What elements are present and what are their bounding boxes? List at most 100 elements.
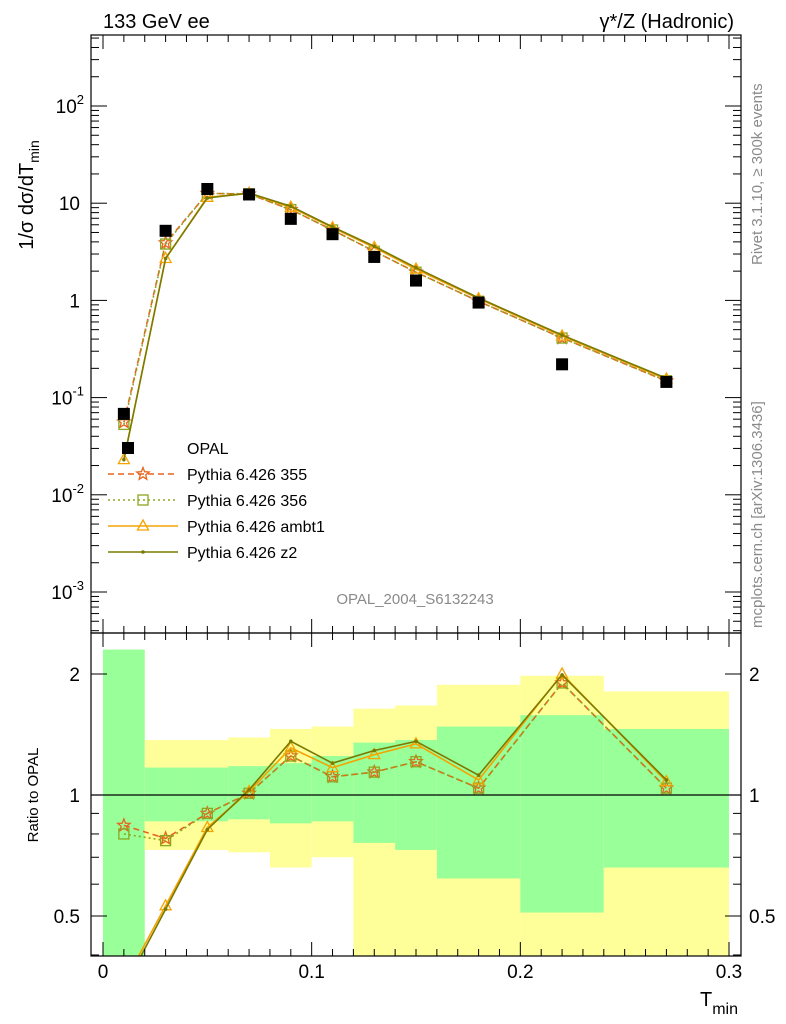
y-tick-label: 102: [56, 92, 84, 118]
series-1-ratio-point: [472, 782, 485, 794]
opal-data-point: [159, 224, 172, 237]
series-3-point: [560, 333, 564, 337]
legend-opal-label: OPAL: [187, 441, 229, 458]
series-3-point: [122, 457, 126, 462]
series-2-ratio-point: [472, 772, 486, 785]
x-tick-label: 0.2: [507, 962, 533, 983]
ratio-band-inner: [436, 726, 521, 879]
ratio-y-tick-label: 2: [69, 665, 80, 686]
y-axis-title: 1/σ dσ/dTmin: [16, 140, 42, 250]
series-3-ratio-point: [163, 907, 168, 911]
rivet-label: Rivet 3.1.10, ≥ 300k events: [749, 83, 766, 265]
series-2-ratio-point: [325, 760, 340, 773]
series-2-ratio-line: [137, 672, 667, 956]
x-axis-title-sub: min: [712, 1001, 738, 1018]
legend-label-3: Pythia 6.426 z2: [187, 545, 297, 562]
series-3-ratio-point: [330, 761, 335, 765]
y-tick-exp: -3: [72, 578, 84, 593]
y-tick-base: 10: [51, 486, 72, 507]
series-1-ratio-point: [410, 756, 422, 768]
legend-marker-2: [136, 518, 150, 531]
series-3-ratio-point: [205, 827, 210, 832]
y-tick-label: 1: [69, 291, 80, 312]
y-tick-label: 10: [59, 194, 80, 215]
ratio-band-inner: [520, 715, 604, 913]
legend-label-1: Pythia 6.426 356: [187, 493, 307, 510]
series-2-point: [200, 189, 214, 202]
legend-opal-marker: [122, 442, 134, 454]
opal-data-point: [117, 407, 130, 420]
x-tick-label: 0: [98, 962, 109, 983]
legend-label-2: Pythia 6.426 ambt1: [187, 519, 325, 536]
x-axis-title: Tmin: [700, 989, 738, 1018]
mcplots-label: mcplots.cern.ch [arXiv:1306.3436]: [749, 401, 766, 628]
opal-data-point: [410, 274, 422, 287]
series-2-point: [409, 261, 423, 274]
series-1-line: [123, 192, 667, 425]
series-2-point: [117, 452, 131, 465]
y-tick-label: 10-2: [51, 481, 84, 507]
opal-data-point: [368, 250, 381, 263]
opal-data-point: [201, 182, 214, 195]
series-3-ratio-point: [247, 788, 251, 792]
title-left: 133 GeV ee: [103, 11, 210, 33]
main-frame: [90, 34, 742, 634]
series-3-ratio-point: [664, 778, 669, 782]
opal-data-point: [326, 228, 339, 241]
series-2-ratio-point: [284, 740, 298, 753]
series-1-ratio-line: [123, 681, 667, 842]
legend-marker-3: [141, 550, 145, 554]
legend-marker-1: [137, 494, 149, 506]
series-2-line: [123, 192, 667, 460]
series-1-point: [159, 238, 172, 250]
series-3-ratio-point: [372, 748, 377, 753]
series-3-point: [163, 256, 168, 261]
series-2-point: [159, 251, 173, 264]
opal-data-point: [556, 358, 569, 371]
ratio-y-tick-label: 1: [69, 786, 80, 807]
x-tick-label: 0.1: [298, 962, 324, 983]
ratio-series: [115, 666, 675, 956]
y-tick-label: 10-3: [51, 578, 84, 604]
series-3-ratio-point: [289, 739, 293, 744]
ratio-band-inner: [228, 766, 270, 820]
series-1-ratio-point: [660, 782, 673, 794]
series-3-line: [123, 192, 667, 460]
y-axis-title-sub: min: [26, 140, 42, 163]
series-2-ratio-point: [367, 747, 381, 760]
series-1-ratio-point: [368, 766, 380, 778]
series-1-ratio-point: [201, 807, 213, 820]
y-tick-label: 10-1: [51, 384, 84, 410]
ratio-y-axis-title: Ratio to OPAL: [25, 748, 42, 843]
legend: OPAL Pythia 6.426 355 Pythia 6.426 356 Pyth…: [108, 441, 325, 562]
y-tick-exp: 2: [77, 92, 84, 107]
ratio-y-tick-label-right: 1: [749, 786, 760, 807]
ratio-band-inner: [269, 763, 312, 824]
ratio-bands: [103, 649, 729, 956]
opal-data-point: [243, 188, 256, 201]
ratio-y-tick-label: 0.5: [54, 907, 80, 928]
opal-data-point: [284, 212, 297, 225]
ratio-band-inner: [103, 649, 145, 956]
x-tick-label: 0.3: [716, 962, 742, 983]
ratio-band-inner: [353, 742, 396, 843]
series-3-point: [289, 204, 293, 209]
series-3-point: [330, 225, 335, 229]
opal-data-point: [472, 296, 485, 309]
legend-label-0: Pythia 6.426 355: [187, 467, 307, 484]
y-tick-base: 10: [51, 583, 72, 604]
series-2-ratio-point: [659, 774, 673, 787]
series-3-ratio-point: [476, 773, 481, 778]
y-tick-exp: -2: [72, 481, 84, 496]
y-tick-base: 10: [51, 389, 72, 410]
series-3-point: [205, 196, 210, 200]
series-2-point: [555, 328, 569, 341]
y-tick-exp: -1: [72, 384, 84, 399]
series-3-ratio-point: [414, 739, 418, 744]
series-3-ratio-point: [560, 673, 564, 677]
ratio-y-tick-label-right: 2: [749, 665, 760, 686]
series-0-line: [123, 192, 667, 423]
y-axis-title-main: 1/σ dσ/dT: [16, 163, 38, 250]
